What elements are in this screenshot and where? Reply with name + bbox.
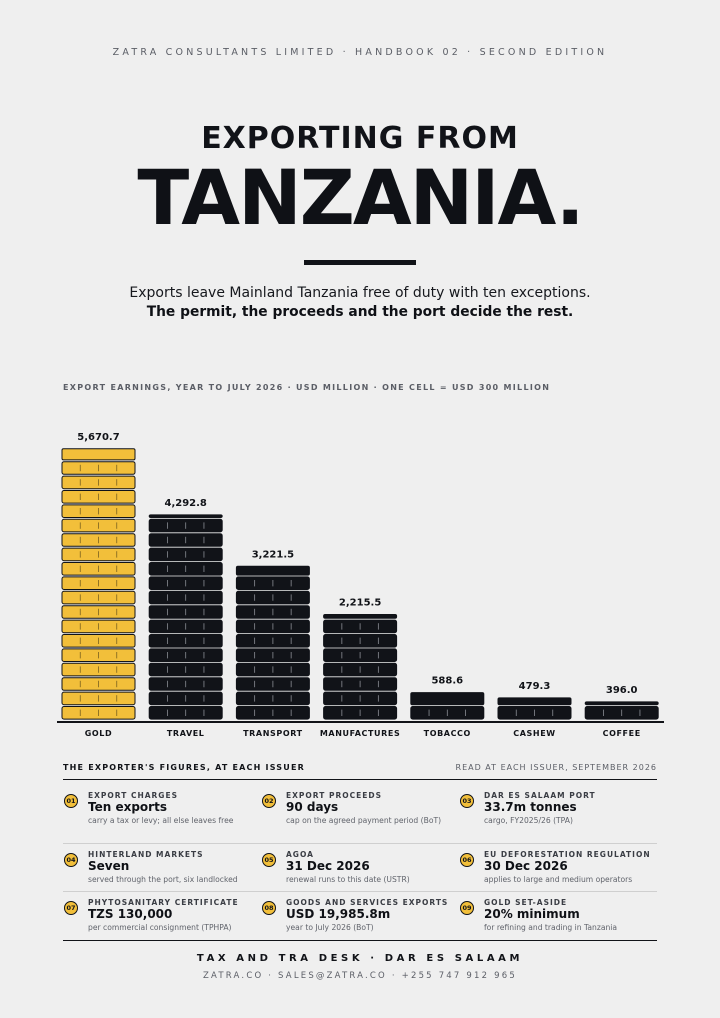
bar-value-label: 3,221.5 — [252, 549, 294, 560]
figure-label: EU DEFORESTATION REGULATION — [484, 850, 651, 859]
figure-value: 31 Dec 2026 — [286, 859, 370, 873]
figures-header: THE EXPORTER'S FIGURES, AT EACH ISSUER R… — [63, 763, 657, 780]
figure-number: 03 — [460, 794, 474, 808]
figure-card: 09 GOLD SET-ASIDE 20% minimum for refini… — [459, 894, 649, 944]
figure-card: 03 DAR ES SALAAM PORT 33.7m tonnes cargo… — [459, 787, 649, 837]
figure-note: per commercial consignment (TPHPA) — [88, 923, 232, 932]
figure-number: 08 — [262, 901, 276, 915]
figure-note: applies to large and medium operators — [484, 875, 633, 884]
bar-value-label: 4,292.8 — [165, 498, 207, 509]
category-label: GOLD — [85, 729, 113, 738]
figure-card: 05 AGOA 31 Dec 2026 renewal runs to this… — [261, 846, 451, 896]
figures-bottom-rule — [63, 940, 657, 941]
figures-title: THE EXPORTER'S FIGURES, AT EACH ISSUER — [63, 763, 305, 772]
figure-number: 02 — [262, 794, 276, 808]
category-label: TRAVEL — [167, 729, 205, 738]
row-divider — [63, 891, 657, 892]
bar-value-label: 479.3 — [519, 681, 551, 692]
figure-card: 08 GOODS AND SERVICES EXPORTS USD 19,985… — [261, 894, 451, 944]
figure-label: GOODS AND SERVICES EXPORTS — [286, 898, 449, 907]
figure-value: 90 days — [286, 800, 339, 814]
figure-note: carry a tax or levy; all else leaves fre… — [88, 816, 234, 825]
figure-label: PHYTOSANITARY CERTIFICATE — [88, 898, 239, 907]
figure-note: cap on the agreed payment period (BoT) — [286, 816, 442, 825]
figure-number: 09 — [460, 901, 474, 915]
headline: TANZANIA. — [137, 153, 584, 242]
figure-note: served through the port, six landlocked — [88, 875, 238, 884]
category-label: CASHEW — [513, 729, 555, 738]
category-label: MANUFACTURES — [320, 729, 401, 738]
figure-note: cargo, FY2025/26 (TPA) — [484, 816, 573, 825]
figure-label: HINTERLAND MARKETS — [88, 850, 204, 859]
bar-cell-partial — [497, 697, 572, 706]
category-label: TOBACCO — [424, 729, 471, 738]
figure-note: year to July 2026 (BoT) — [286, 923, 374, 932]
lede-strong: The permit, the proceeds and the port de… — [146, 304, 574, 320]
bar-value-label: 396.0 — [606, 685, 638, 696]
title-rule — [304, 260, 416, 265]
figure-number: 06 — [460, 853, 474, 867]
category-label: TRANSPORT — [243, 729, 303, 738]
figure-label: EXPORT CHARGES — [88, 791, 178, 800]
figure-label: DAR ES SALAAM PORT — [484, 791, 596, 800]
category-label: COFFEE — [603, 729, 641, 738]
figure-note: for refining and trading in Tanzania — [484, 923, 618, 932]
figure-card: 01 EXPORT CHARGES Ten exports carry a ta… — [63, 787, 253, 837]
bar-value-label: 2,215.5 — [339, 598, 381, 609]
figure-value: 20% minimum — [484, 907, 580, 921]
figure-value: USD 19,985.8m — [286, 907, 391, 921]
figure-value: Ten exports — [88, 800, 167, 814]
row-divider — [63, 843, 657, 844]
figure-value: 30 Dec 2026 — [484, 859, 568, 873]
figure-number: 04 — [64, 853, 78, 867]
figure-value: Seven — [88, 859, 130, 873]
bar-cell-partial — [323, 614, 398, 619]
figure-label: AGOA — [286, 850, 314, 859]
figure-card: 02 EXPORT PROCEEDS 90 days cap on the ag… — [261, 787, 451, 837]
figure-number: 05 — [262, 853, 276, 867]
figure-card: 06 EU DEFORESTATION REGULATION 30 Dec 20… — [459, 846, 651, 896]
figure-label: EXPORT PROCEEDS — [286, 791, 382, 800]
figure-number: 01 — [64, 794, 78, 808]
kicker-heading: EXPORTING FROM — [201, 121, 519, 156]
masthead: ZATRA CONSULTANTS LIMITED · HANDBOOK 02 … — [112, 47, 608, 58]
bar-cell-partial — [148, 514, 223, 518]
bar-value-label: 588.6 — [431, 676, 463, 687]
bar-cell-partial — [61, 448, 136, 461]
figure-note: renewal runs to this date (USTR) — [286, 875, 410, 884]
bar-cell-partial — [584, 701, 659, 706]
figure-card: 04 HINTERLAND MARKETS Seven served throu… — [63, 846, 253, 896]
figure-value: TZS 130,000 — [88, 907, 173, 921]
figures-note: READ AT EACH ISSUER, SEPTEMBER 2026 — [455, 763, 657, 772]
figure-number: 07 — [64, 901, 78, 915]
lede: Exports leave Mainland Tanzania free of … — [129, 285, 591, 301]
export-earnings-chart: 5,670.7 GOLD 4,292.8 TRAVEL 3,221.5 TRANSPORT… — [57, 432, 664, 738]
figure-label: GOLD SET-ASIDE — [484, 898, 568, 907]
bar-value-label: 5,670.7 — [77, 432, 119, 443]
chart-caption: EXPORT EARNINGS, YEAR TO JULY 2026 · USD… — [63, 383, 551, 392]
footer-contact: ZATRA.CO · SALES@ZATRA.CO · +255 747 912… — [203, 971, 517, 981]
figure-card: 07 PHYTOSANITARY CERTIFICATE TZS 130,000… — [63, 894, 253, 944]
figure-value: 33.7m tonnes — [484, 800, 577, 814]
bar-cell-partial — [410, 692, 485, 706]
footer-title: TAX AND TRA DESK · DAR ES SALAAM — [196, 953, 524, 964]
bar-cell-partial — [235, 565, 310, 576]
